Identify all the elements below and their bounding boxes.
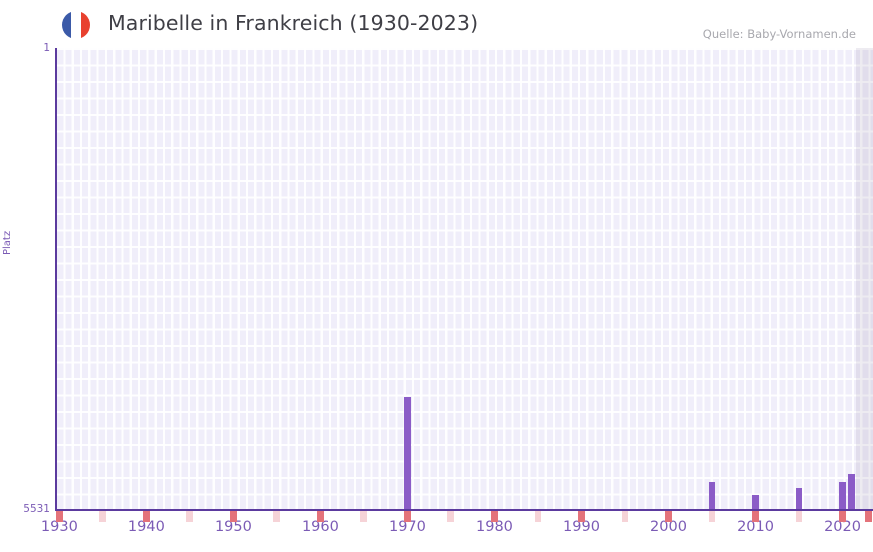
decade-marker-1950 [229,511,237,522]
decade-marker-2010 [752,511,759,522]
source-attribution: Quelle: Baby-Vornamen.de [702,27,856,41]
bar-1970[interactable] [403,396,411,510]
half-decade-marker-1975 [447,511,455,522]
half-decade-marker-1955 [273,511,281,522]
grid-lines [55,48,873,510]
flag-band-red [80,11,90,39]
decade-marker-1940 [142,511,150,522]
x-tick-1930: 1930 [40,519,78,535]
page-title: Maribelle in Frankreich (1930-2023) [108,11,479,35]
bar-2020[interactable] [839,481,846,510]
decade-marker-1990 [578,511,585,522]
x-tick-1970: 1970 [388,519,426,535]
shaded-region [855,48,873,510]
x-tick-1940: 1940 [127,519,165,535]
bar-2010[interactable] [752,494,759,510]
y-axis-title: Platz [2,230,13,255]
decade-marker-1970 [403,511,411,522]
half-decade-marker-1945 [186,511,194,522]
half-decade-marker-1985 [534,511,542,522]
bar-2005[interactable] [708,481,716,510]
half-decade-marker-2015 [795,511,803,522]
y-tick-bottom: 5531 [23,503,50,515]
half-decade-marker-2005 [708,511,716,522]
bar-2021[interactable] [847,473,855,510]
decade-marker-1930 [55,511,63,522]
x-tick-1960: 1960 [301,519,339,535]
y-tick-top: 1 [43,42,50,54]
flag-band-blue [62,11,72,39]
chart-header: Maribelle in Frankreich (1930-2023) Quel… [0,0,873,48]
x-tick-2010: 2010 [737,519,774,535]
decade-marker-2023 [865,511,873,522]
plot-area [55,48,873,510]
x-axis-line [55,509,873,511]
bar-2015[interactable] [795,487,803,510]
decade-marker-1960 [316,511,324,522]
decade-marker-2020 [839,511,846,522]
y-axis-line [55,48,57,510]
half-decade-marker-1995 [621,511,629,522]
half-decade-marker-1965 [360,511,368,522]
x-tick-1950: 1950 [214,519,252,535]
france-flag-icon [62,11,90,39]
decade-marker-1980 [491,511,498,522]
half-decade-marker-1935 [99,511,107,522]
decade-marker-2000 [665,511,672,522]
x-tick-1990: 1990 [563,519,600,535]
flag-band-white [71,11,81,39]
x-tick-2000: 2000 [650,519,687,535]
x-tick-2020: 2020 [824,519,861,535]
x-tick-1980: 1980 [476,519,513,535]
